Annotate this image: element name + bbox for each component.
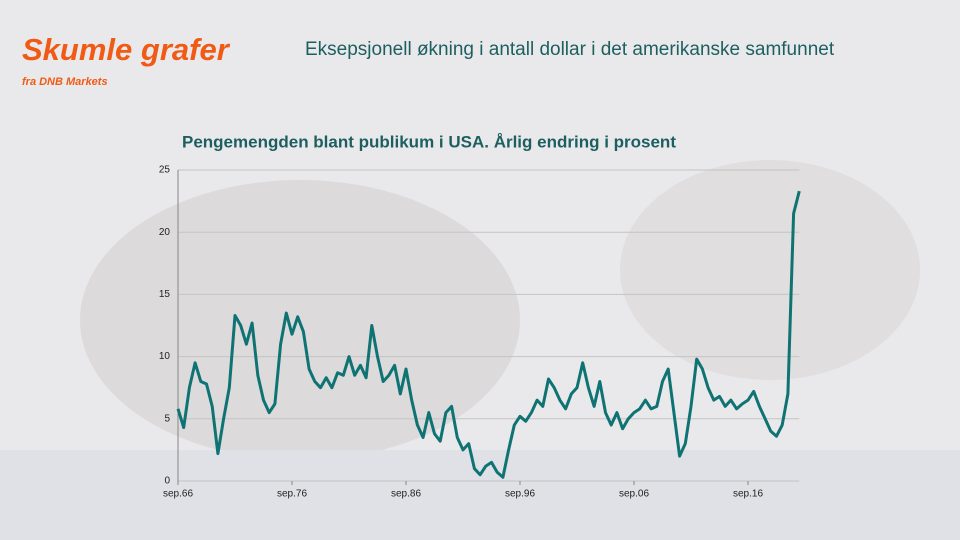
y-tick-label: 0: [164, 476, 170, 487]
headline: Eksepsjonell økning i antall dollar i de…: [305, 39, 835, 60]
x-tick-label: sep.16: [733, 489, 763, 500]
y-tick-label: 5: [164, 413, 170, 424]
x-tick-label: sep.86: [391, 489, 421, 500]
x-tick-label: sep.76: [277, 489, 307, 500]
y-tick-label: 20: [159, 227, 171, 238]
bg-pumpkin: [620, 160, 920, 380]
y-tick-label: 10: [159, 351, 171, 362]
brand: Skumle grafer: [22, 32, 231, 67]
data-line: [176, 190, 801, 479]
y-tick-label: 25: [159, 165, 171, 176]
brand-sub: fra DNB Markets: [22, 76, 108, 88]
bg-ground: [0, 450, 960, 540]
x-tick-label: sep.06: [619, 489, 649, 500]
x-tick-label: sep.96: [505, 489, 535, 500]
y-tick-label: 15: [159, 289, 171, 300]
chart-title: Pengemengden blant publikum i USA. Årlig…: [182, 132, 676, 151]
x-tick-label: sep.66: [163, 489, 193, 500]
